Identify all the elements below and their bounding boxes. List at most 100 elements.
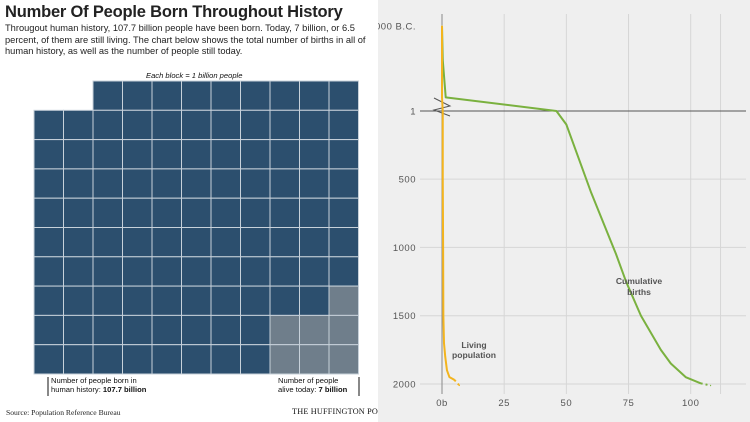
block-born — [33, 168, 64, 199]
block-living — [328, 344, 359, 375]
block-born — [181, 314, 212, 346]
series-lines — [441, 25, 712, 387]
block-born — [299, 285, 330, 316]
block-grid — [33, 80, 360, 396]
block-living — [299, 314, 330, 346]
block-born — [92, 109, 123, 141]
cumulative-births-line-point — [555, 110, 558, 112]
intro-line: Througout human history, 107.7 billion p… — [5, 23, 355, 33]
block-born — [269, 139, 300, 170]
block-born — [269, 80, 300, 111]
cumulative-births-line-projection — [700, 382, 711, 387]
callout-alive: Number of people alive today: 7 billion — [278, 376, 348, 395]
block-born — [269, 168, 300, 199]
cumulative-births-line-point — [670, 362, 672, 365]
block-born — [210, 256, 241, 287]
block-born — [151, 139, 182, 170]
cumulative-births-line-point — [625, 280, 627, 283]
block-born — [122, 139, 153, 170]
x-tick-label: 75 — [623, 398, 635, 409]
living-population-line-point — [442, 178, 444, 180]
block-born — [328, 139, 359, 170]
y-tick-label: 1 — [410, 107, 416, 118]
block-born — [269, 197, 300, 228]
y-tick-label: 2000 — [393, 380, 416, 391]
cumulative-births-label-1: Cumulative — [616, 276, 663, 286]
callout-born-line1: Number of people born in — [51, 376, 137, 385]
block-born — [240, 227, 271, 258]
block-born — [151, 80, 182, 111]
cumulative-births-label-2: births — [627, 287, 651, 297]
cumulative-births-line-point — [700, 382, 702, 384]
block-born — [63, 197, 94, 228]
block-living — [299, 344, 330, 375]
living-population-line-point — [441, 96, 443, 98]
infographic-panel: Number Of People Born Throughout History… — [5, 3, 378, 417]
block-born — [63, 256, 94, 287]
block-born — [328, 227, 359, 258]
block-living — [269, 314, 300, 346]
callout-born-line2: human history: 107.7 billion — [51, 384, 147, 395]
y-gridlines — [420, 178, 746, 385]
x-tick-label: 0b — [436, 398, 448, 409]
callout-alive-value: 7 billion — [318, 384, 348, 394]
living-population-line-point — [442, 315, 444, 317]
cumulative-births-line-point — [565, 123, 567, 126]
x-tick-label: 50 — [561, 398, 573, 409]
block-born — [92, 344, 123, 375]
block-living — [269, 344, 300, 375]
cumulative-births-line-point — [660, 349, 662, 351]
block-born — [33, 344, 64, 375]
x-tick-label: 100 — [682, 398, 699, 409]
cumulative-births-line-point — [685, 376, 687, 378]
block-born — [210, 314, 241, 346]
block-born — [328, 80, 359, 111]
block-born — [122, 80, 153, 111]
cumulative-births-line-point — [445, 96, 447, 98]
block-born — [151, 109, 182, 141]
block-born — [328, 109, 359, 141]
block-born — [151, 227, 182, 258]
block-born — [151, 256, 182, 287]
y-tick-label: 1500 — [393, 311, 416, 322]
cumulative-births-line-point — [590, 192, 592, 194]
block-born — [299, 227, 330, 258]
block-born — [210, 168, 241, 199]
block-living — [328, 314, 359, 346]
block-born — [240, 168, 271, 199]
block-born — [181, 227, 212, 258]
block-born — [151, 168, 182, 199]
block-born — [122, 256, 153, 287]
living-population-label-1: Living — [461, 340, 486, 350]
block-born — [269, 256, 300, 287]
block-born — [151, 197, 182, 228]
living-population-line-point — [444, 356, 446, 358]
block-born — [151, 314, 182, 346]
callout-born-value: 107.7 billion — [102, 384, 147, 394]
block-born — [181, 285, 212, 316]
block-born — [33, 285, 64, 316]
living-population-line-point — [453, 379, 456, 381]
block-born — [92, 80, 123, 111]
living-population-line-point — [458, 384, 461, 387]
block-born — [299, 109, 330, 141]
block-born — [210, 227, 241, 258]
block-born — [122, 344, 153, 375]
block-born — [181, 256, 212, 287]
block-born — [63, 285, 94, 316]
living-population-line-point — [442, 246, 444, 249]
block-born — [122, 285, 153, 316]
x-tick-labels: 0b 25 50 75 100 — [436, 398, 699, 409]
block-born — [92, 197, 123, 228]
block-born — [33, 139, 64, 170]
block-born — [33, 227, 64, 258]
page-title: Number Of People Born Throughout History — [5, 3, 343, 21]
block-born — [299, 168, 330, 199]
block-born — [63, 109, 94, 141]
living-population-line-point — [448, 376, 451, 378]
block-born — [122, 227, 153, 258]
block-born — [240, 197, 271, 228]
